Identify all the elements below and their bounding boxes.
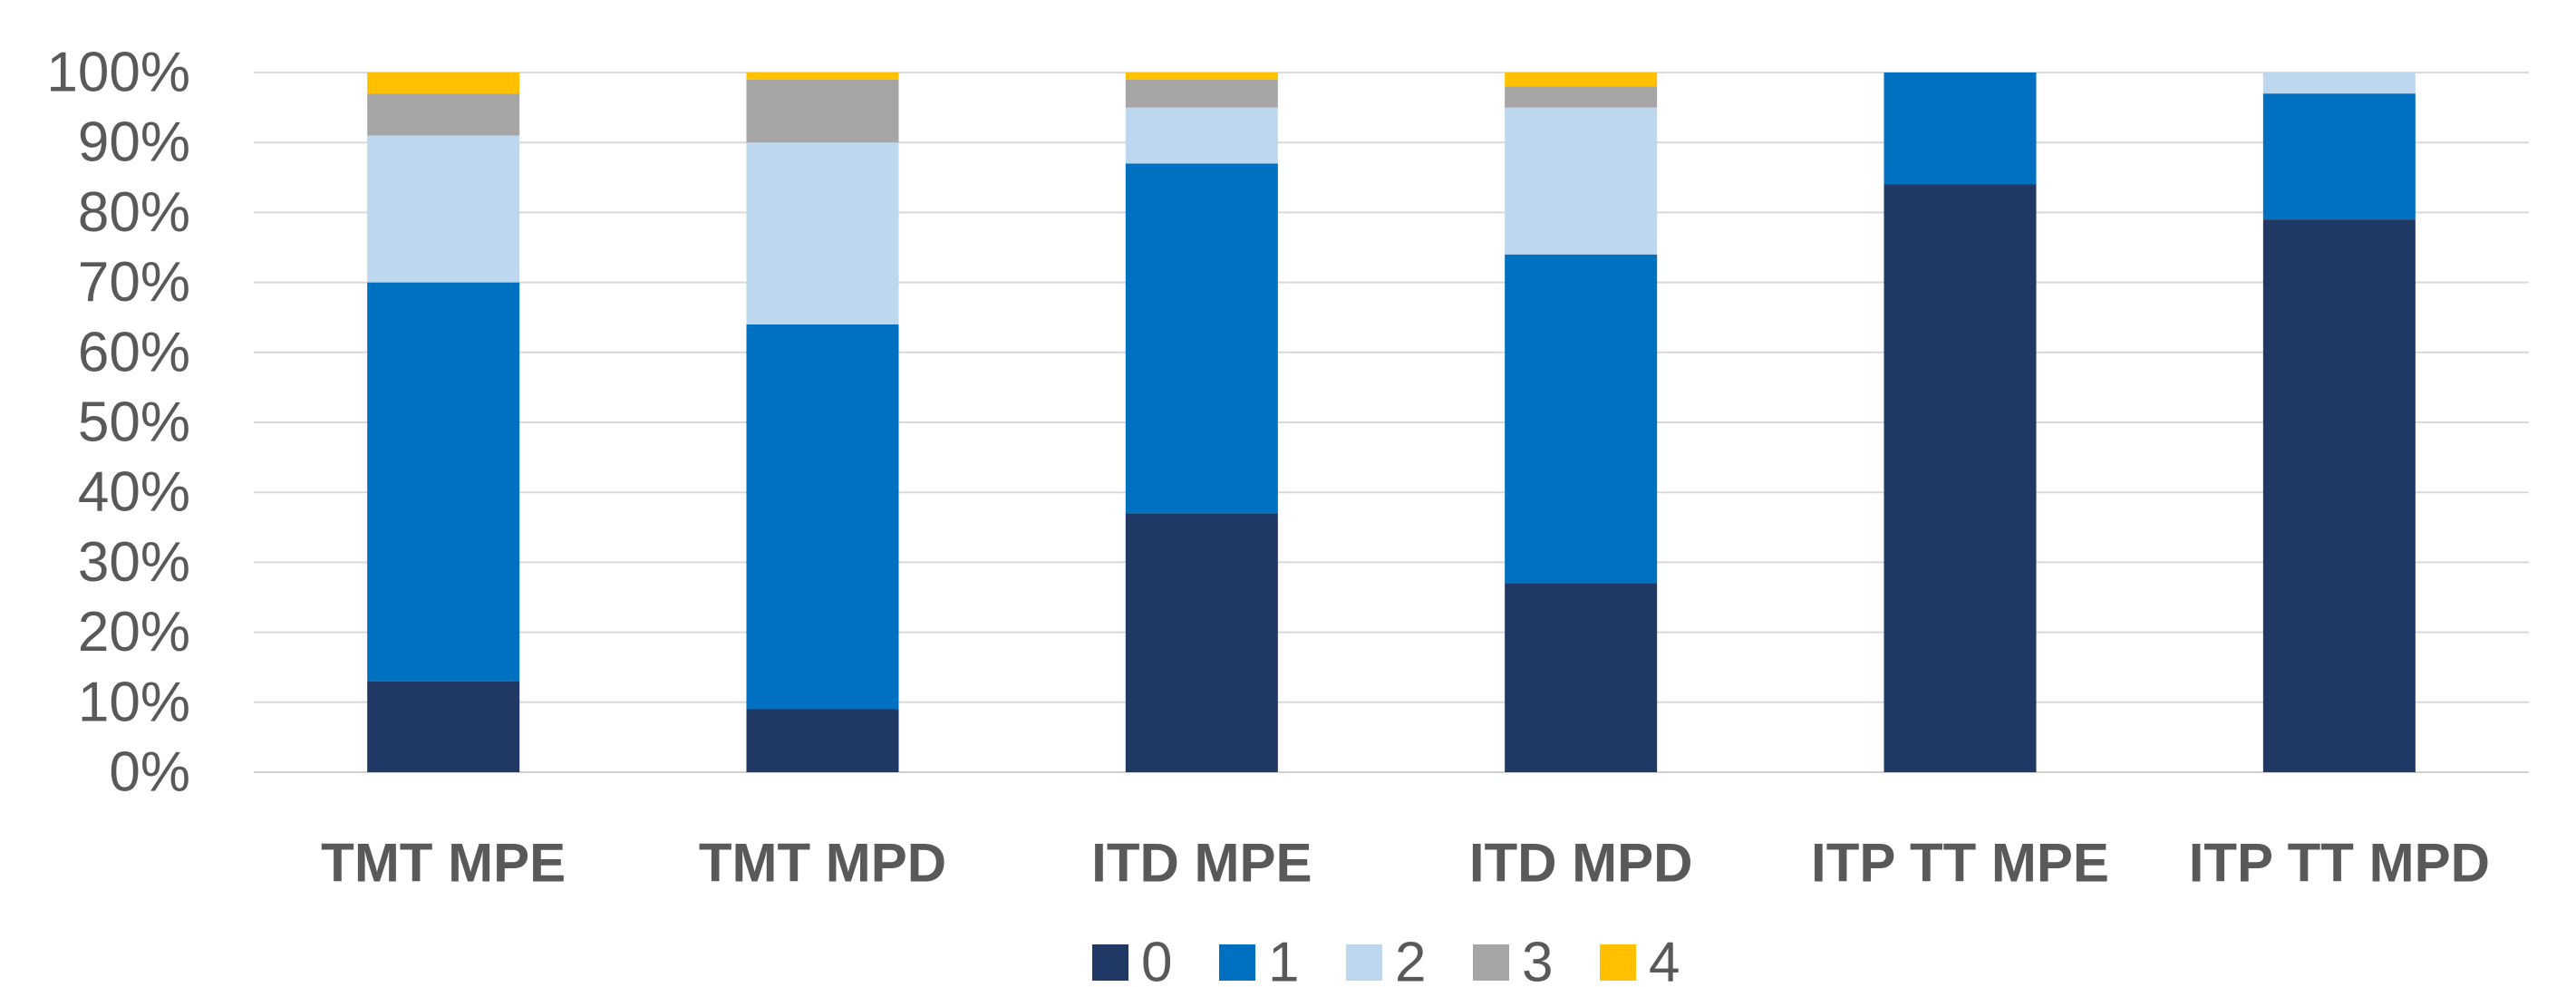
bar-segment: [367, 681, 520, 772]
x-tick-label: ITP TT MPE: [1811, 833, 2109, 894]
bars: [367, 73, 2416, 772]
legend-label: 1: [1268, 932, 1299, 987]
legend-label: 0: [1141, 932, 1172, 987]
bar-segment: [367, 93, 520, 136]
x-tick-label: TMT MPE: [321, 833, 566, 894]
bar-segment: [1125, 73, 1278, 80]
bar-segment: [1125, 107, 1278, 164]
bar-segment: [1125, 513, 1278, 772]
gridlines: [254, 72, 2529, 773]
x-tick-label: ITD MPE: [1091, 833, 1312, 894]
bar-segment: [1505, 86, 1658, 108]
bar-segment: [1125, 163, 1278, 514]
bar-segment: [367, 282, 520, 682]
bar-segment: [1125, 79, 1278, 108]
legend-swatch: [1600, 944, 1636, 981]
bar-segment: [367, 73, 520, 94]
legend-swatch: [1346, 944, 1382, 981]
x-tick-label: ITD MPD: [1469, 833, 1693, 894]
bar-segment: [1884, 73, 2037, 185]
y-tick-label: 50%: [78, 392, 190, 454]
bar-segment: [746, 142, 899, 324]
bar-segment: [1505, 254, 1658, 584]
bar-segment: [746, 709, 899, 772]
bar-segment: [1505, 583, 1658, 772]
bar-segment: [1505, 107, 1658, 255]
x-tick-label: TMT MPD: [699, 833, 946, 894]
bar-segment: [746, 324, 899, 710]
y-tick-label: 0%: [109, 741, 190, 804]
bar-segment: [1505, 73, 1658, 87]
legend-swatch: [1219, 944, 1255, 981]
bar-segment: [367, 135, 520, 283]
bar-segment: [746, 79, 899, 143]
y-tick-label: 30%: [78, 531, 190, 594]
bar-segment: [746, 73, 899, 80]
bar-segment: [2262, 93, 2416, 220]
bar-segment: [2262, 219, 2416, 772]
y-tick-label: 80%: [78, 181, 190, 244]
y-axis-ticks: 0% 10% 20% 30% 40% 50% 60% 70% 80% 90% 100%: [46, 42, 190, 804]
y-tick-label: 100%: [46, 42, 190, 104]
bar-segment: [2262, 73, 2416, 94]
y-tick-label: 10%: [78, 671, 190, 733]
bar-segment: [1884, 184, 2037, 772]
legend: 0 1 2 3 4: [1092, 932, 1680, 987]
x-axis-ticks: TMT MPE TMT MPD ITD MPE ITD MPD ITP TT MPE IT…: [321, 833, 2490, 894]
legend-label: 2: [1395, 932, 1426, 987]
y-tick-label: 20%: [78, 601, 190, 663]
legend-swatch: [1473, 944, 1509, 981]
y-tick-label: 70%: [78, 251, 190, 314]
y-tick-label: 60%: [78, 321, 190, 383]
legend-swatch: [1092, 944, 1128, 981]
legend-label: 4: [1649, 932, 1680, 987]
legend-label: 3: [1522, 932, 1553, 987]
y-tick-label: 40%: [78, 461, 190, 524]
y-tick-label: 90%: [78, 111, 190, 174]
x-tick-label: ITP TT MPD: [2189, 833, 2490, 894]
